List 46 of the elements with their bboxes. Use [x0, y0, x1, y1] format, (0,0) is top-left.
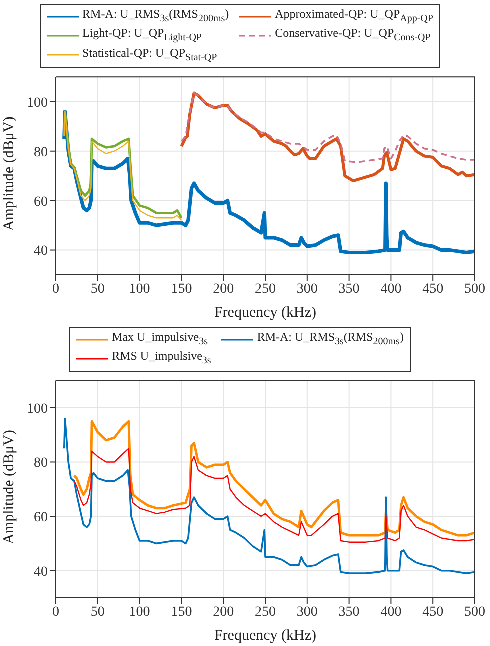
legend-label: Conservative-QP: U_QP$_{Cons-QP}$ — [275, 26, 431, 46]
x-tick-label: 250 — [255, 604, 276, 620]
y-tick-label: 80 — [34, 456, 48, 472]
x-tick-label: 300 — [296, 604, 318, 620]
x-tick-label: 450 — [422, 282, 444, 297]
y-tick-label: 80 — [34, 145, 48, 160]
x-tick-label: 500 — [464, 282, 486, 297]
y-tick-label: 100 — [27, 96, 48, 111]
y-tick-label: 60 — [34, 510, 48, 526]
x-tick-label: 300 — [296, 282, 318, 297]
x-tick-label: 400 — [380, 604, 402, 620]
y-tick-label: 40 — [34, 244, 48, 260]
legend-label: Max U_impulsive$_{3s}$ — [112, 330, 208, 350]
x-tick-label: 150 — [171, 282, 192, 297]
legend-label: Light-QP: U_QP$_{Light-QP}$ — [82, 26, 202, 46]
x-tick-label: 400 — [380, 282, 402, 297]
x-tick-label: 0 — [52, 604, 60, 620]
x-tick-label: 350 — [338, 604, 360, 620]
x-tick-label: 200 — [213, 604, 234, 620]
x-tick-label: 350 — [338, 282, 360, 297]
line-series — [180, 92, 475, 164]
x-axis-title: Frequency (kHz) — [214, 628, 317, 644]
x-tick-label: 200 — [213, 282, 234, 297]
x-tick-label: 500 — [464, 604, 486, 620]
y-tick-label: 100 — [27, 402, 48, 417]
x-tick-label: 150 — [171, 604, 192, 620]
legend-label: Statistical-QP: U_QP$_{Stat-QP}$ — [82, 46, 218, 66]
legend-label: RM-A: U_RMS$_{3s}$(RMS$_{200ms}$) — [257, 330, 404, 350]
line-series — [74, 448, 475, 543]
y-tick-label: 60 — [34, 194, 48, 210]
x-tick-label: 250 — [255, 282, 276, 297]
legend-label: RMS U_impulsive$_{3s}$ — [112, 349, 212, 369]
x-tick-label: 100 — [129, 282, 150, 297]
y-axis-title: Amplitude (dBμV) — [1, 430, 18, 544]
line-series — [73, 420, 475, 537]
x-tick-label: 50 — [90, 604, 105, 620]
legend-label: RM-A: U_RMS$_{3s}$(RMS$_{200ms}$) — [82, 7, 230, 26]
x-tick-label: 0 — [52, 282, 60, 297]
x-tick-label: 450 — [422, 604, 444, 620]
x-axis-title: Frequency (kHz) — [214, 305, 317, 321]
x-tick-label: 100 — [129, 604, 150, 620]
legend-label: Approximated-QP: U_QP$_{App-QP}$ — [275, 7, 434, 26]
y-axis-title: Amplitude (dBμV) — [1, 116, 18, 232]
x-tick-label: 50 — [90, 282, 105, 297]
y-tick-label: 40 — [34, 564, 48, 580]
line-series — [63, 418, 475, 574]
